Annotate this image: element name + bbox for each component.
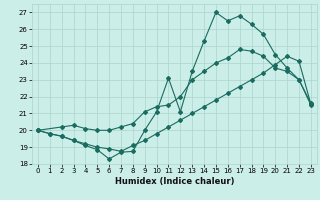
X-axis label: Humidex (Indice chaleur): Humidex (Indice chaleur) <box>115 177 234 186</box>
